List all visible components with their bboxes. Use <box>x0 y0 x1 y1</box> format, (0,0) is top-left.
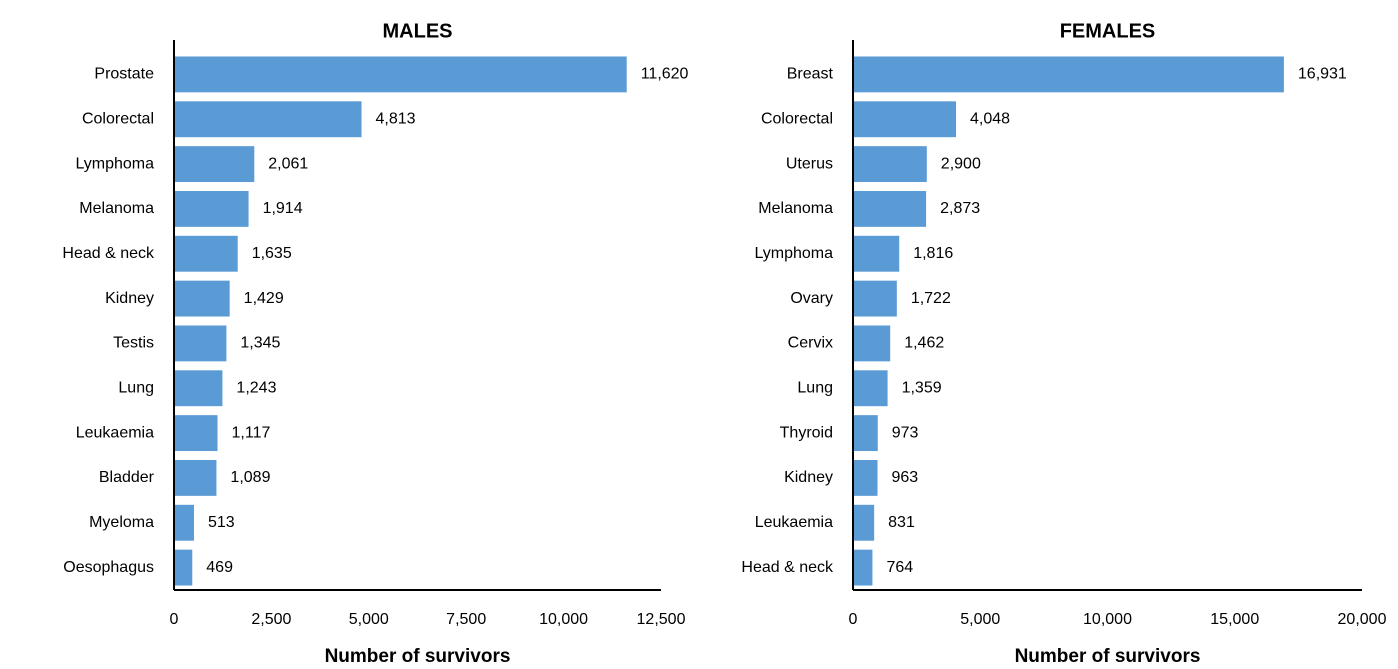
value-label: 11,620 <box>641 66 689 83</box>
bar <box>174 415 218 452</box>
value-label: 1,429 <box>244 290 284 307</box>
bar <box>853 325 891 362</box>
bar <box>174 56 627 93</box>
value-label: 2,873 <box>940 200 980 217</box>
bar <box>174 459 217 496</box>
value-label: 1,117 <box>232 424 271 441</box>
category-label: Bladder <box>99 469 155 486</box>
chart-title: FEMALES <box>1060 20 1156 42</box>
x-tick-label: 0 <box>849 611 858 628</box>
x-tick-label: 0 <box>170 611 179 628</box>
value-label: 1,089 <box>230 469 270 486</box>
bar <box>853 370 888 407</box>
category-label: Kidney <box>105 290 154 307</box>
value-label: 1,722 <box>911 290 951 307</box>
category-label: Colorectal <box>761 110 833 127</box>
category-label: Prostate <box>94 66 154 83</box>
value-label: 4,048 <box>970 110 1010 127</box>
x-tick-label: 10,000 <box>1083 611 1132 628</box>
category-label: Colorectal <box>82 110 154 127</box>
bar <box>853 101 957 138</box>
bar <box>853 146 927 183</box>
value-label: 2,061 <box>268 155 308 172</box>
category-label: Cervix <box>788 335 833 352</box>
bar <box>853 504 875 541</box>
value-label: 469 <box>206 559 233 576</box>
value-label: 764 <box>886 559 913 576</box>
category-label: Kidney <box>784 469 833 486</box>
x-tick-label: 20,000 <box>1338 611 1387 628</box>
bar <box>174 504 194 541</box>
category-label: Myeloma <box>89 514 154 531</box>
chart-title: MALES <box>383 20 453 42</box>
category-label: Thyroid <box>780 424 833 441</box>
bar <box>853 190 927 227</box>
value-label: 513 <box>208 514 235 531</box>
bar <box>853 280 897 317</box>
bar <box>174 235 238 272</box>
x-tick-label: 5,000 <box>349 611 389 628</box>
bar <box>853 415 878 452</box>
bar <box>174 146 255 183</box>
x-tick-label: 7,500 <box>446 611 486 628</box>
bar <box>853 56 1284 93</box>
bar <box>174 325 227 362</box>
bar <box>174 190 249 227</box>
category-label: Head & neck <box>741 559 834 576</box>
bar <box>853 459 878 496</box>
x-tick-label: 15,000 <box>1210 611 1259 628</box>
value-label: 1,635 <box>252 245 292 262</box>
x-axis-title: Number of survivors <box>325 646 511 667</box>
category-label: Lung <box>118 379 154 396</box>
category-label: Breast <box>787 66 834 83</box>
category-label: Testis <box>113 335 154 352</box>
category-label: Lymphoma <box>754 245 833 262</box>
category-label: Oesophagus <box>63 559 154 576</box>
value-label: 1,359 <box>902 379 942 396</box>
category-label: Lung <box>797 379 833 396</box>
value-label: 4,813 <box>376 110 416 127</box>
bar <box>174 549 193 586</box>
x-tick-label: 12,500 <box>637 611 686 628</box>
category-label: Uterus <box>786 155 833 172</box>
value-label: 1,345 <box>240 335 280 352</box>
bar <box>174 370 223 407</box>
category-label: Melanoma <box>758 200 833 217</box>
x-axis-title: Number of survivors <box>1015 646 1201 667</box>
x-tick-label: 10,000 <box>539 611 588 628</box>
value-label: 1,243 <box>236 379 276 396</box>
category-label: Leukaemia <box>755 514 833 531</box>
value-label: 1,816 <box>913 245 953 262</box>
x-tick-label: 2,500 <box>251 611 291 628</box>
bar <box>174 280 230 317</box>
category-label: Head & neck <box>62 245 155 262</box>
value-label: 973 <box>892 424 919 441</box>
value-label: 16,931 <box>1298 66 1347 83</box>
category-label: Melanoma <box>79 200 154 217</box>
x-tick-label: 5,000 <box>960 611 1000 628</box>
value-label: 1,914 <box>263 200 303 217</box>
value-label: 1,462 <box>904 335 944 352</box>
bar <box>174 101 362 138</box>
bar <box>853 235 900 272</box>
value-label: 831 <box>888 514 915 531</box>
bar <box>853 549 873 586</box>
category-label: Lymphoma <box>75 155 154 172</box>
value-label: 963 <box>892 469 919 486</box>
category-label: Leukaemia <box>76 424 154 441</box>
category-label: Ovary <box>790 290 833 307</box>
value-label: 2,900 <box>941 155 981 172</box>
